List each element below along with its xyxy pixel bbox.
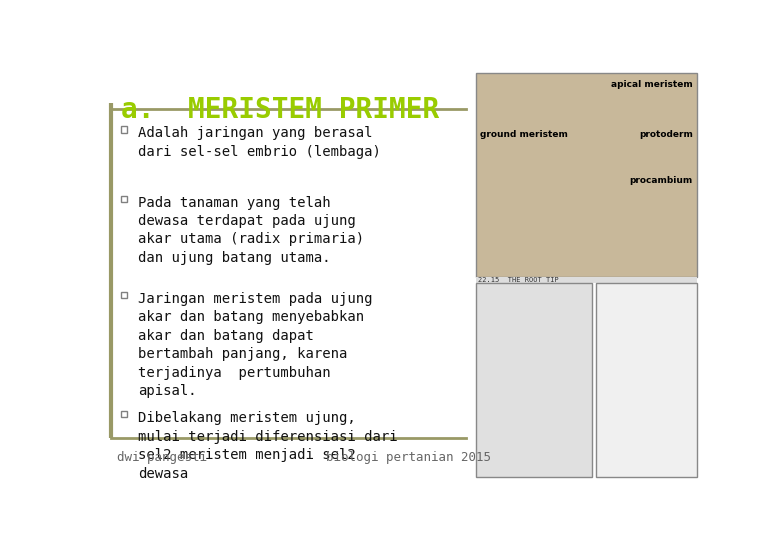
Text: Pada tanaman yang telah
dewasa terdapat pada ujung
akar utama (radix primaria)
d: Pada tanaman yang telah dewasa terdapat … [138, 195, 364, 265]
FancyBboxPatch shape [121, 195, 127, 202]
Text: Adalah jaringan yang berasal
dari sel-sel embrio (lembaga): Adalah jaringan yang berasal dari sel-se… [138, 126, 381, 159]
FancyBboxPatch shape [121, 411, 127, 417]
Text: procambium: procambium [629, 177, 693, 185]
FancyBboxPatch shape [476, 276, 697, 283]
FancyBboxPatch shape [476, 283, 592, 477]
Text: ground meristem: ground meristem [480, 130, 568, 139]
FancyBboxPatch shape [121, 292, 127, 298]
FancyBboxPatch shape [121, 126, 127, 132]
Text: dwi pangesti: dwi pangesti [117, 451, 207, 464]
Text: biologi pertanian 2015: biologi pertanian 2015 [326, 451, 491, 464]
Text: Dibelakang meristem ujung,
mulai terjadi diferensiasi dari
sel2 meristem menjadi: Dibelakang meristem ujung, mulai terjadi… [138, 411, 398, 481]
Text: protoderm: protoderm [639, 130, 693, 139]
FancyBboxPatch shape [596, 283, 697, 477]
Text: apical meristem: apical meristem [611, 80, 693, 89]
Text: Jaringan meristem pada ujung
akar dan batang menyebabkan
akar dan batang dapat
b: Jaringan meristem pada ujung akar dan ba… [138, 292, 372, 398]
Text: a.  MERISTEM PRIMER: a. MERISTEM PRIMER [121, 96, 439, 124]
Text: 22.15  THE ROOT TIP: 22.15 THE ROOT TIP [478, 276, 558, 282]
FancyBboxPatch shape [476, 72, 697, 276]
